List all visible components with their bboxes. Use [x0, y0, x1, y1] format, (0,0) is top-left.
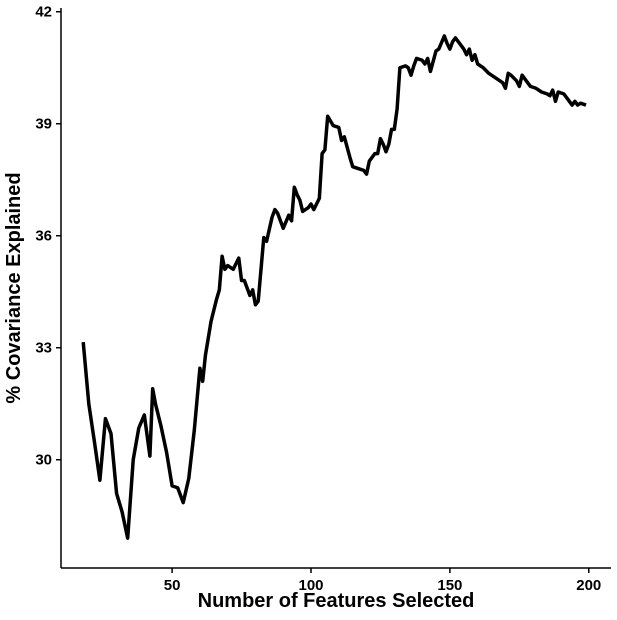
x-tick-label: 100	[298, 577, 323, 594]
data-line	[81, 34, 587, 540]
x-tick-label: 150	[437, 577, 462, 594]
y-tick-label: 42	[35, 4, 52, 21]
y-tick-label: 30	[35, 452, 52, 469]
y-tick-label: 36	[35, 228, 52, 245]
y-axis-title: % Covariance Explained	[3, 172, 25, 403]
x-tick-label: 50	[164, 577, 181, 594]
y-tick-label: 33	[35, 340, 52, 357]
y-tick-label: 39	[35, 116, 52, 133]
x-axis-title: Number of Features Selected	[198, 590, 475, 612]
x-tick-label: 200	[576, 577, 601, 594]
